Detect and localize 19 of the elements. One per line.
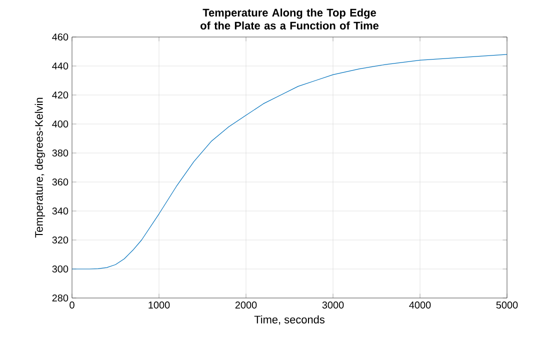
y-axis-title: Temperature, degrees-Kelvin bbox=[34, 98, 46, 238]
x-tick-label: 3000 bbox=[322, 302, 344, 309]
y-tick-label: 360 bbox=[52, 178, 68, 186]
x-axis-title: Time, seconds bbox=[254, 315, 325, 325]
x-tick-label: 2000 bbox=[235, 302, 257, 309]
y-tick-label: 340 bbox=[52, 207, 68, 215]
x-tick-label: 0 bbox=[70, 302, 74, 309]
y-tick-label: 280 bbox=[52, 294, 68, 302]
y-tick-label: 420 bbox=[52, 91, 68, 99]
y-tick-label: 440 bbox=[52, 62, 68, 70]
y-tick-label: 300 bbox=[52, 265, 68, 273]
y-tick-label: 320 bbox=[52, 236, 68, 244]
y-tick-label: 380 bbox=[52, 149, 68, 157]
y-tick-label: 460 bbox=[52, 33, 68, 41]
y-tick-label: 400 bbox=[52, 120, 68, 128]
chart-title: Temperature Along the Top Edge of the Plate as a Function of Time bbox=[200, 8, 379, 30]
x-tick-label: 1000 bbox=[148, 302, 170, 309]
x-tick-label: 5000 bbox=[496, 302, 518, 309]
x-tick-label: 4000 bbox=[409, 302, 431, 309]
